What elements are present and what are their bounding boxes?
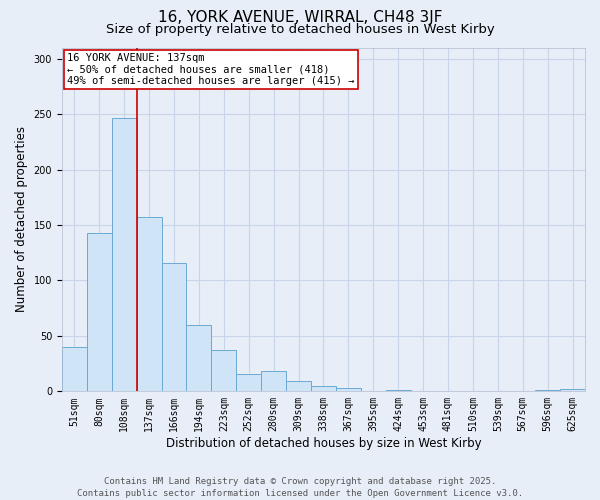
Bar [112,118,137,392]
Text: Size of property relative to detached houses in West Kirby: Size of property relative to detached ho… [106,22,494,36]
Bar [336,388,361,392]
Bar [137,217,161,392]
Bar [560,389,585,392]
Bar [211,350,236,392]
Y-axis label: Number of detached properties: Number of detached properties [15,126,28,312]
Bar [261,372,286,392]
Bar [311,386,336,392]
Bar [62,347,87,392]
Bar [87,232,112,392]
Bar [187,325,211,392]
Bar [386,390,410,392]
Text: 16 YORK AVENUE: 137sqm
← 50% of detached houses are smaller (418)
49% of semi-de: 16 YORK AVENUE: 137sqm ← 50% of detached… [67,52,355,86]
Bar [286,382,311,392]
Bar [161,262,187,392]
X-axis label: Distribution of detached houses by size in West Kirby: Distribution of detached houses by size … [166,437,481,450]
Text: Contains HM Land Registry data © Crown copyright and database right 2025.
Contai: Contains HM Land Registry data © Crown c… [77,476,523,498]
Bar [236,374,261,392]
Bar [535,390,560,392]
Text: 16, YORK AVENUE, WIRRAL, CH48 3JF: 16, YORK AVENUE, WIRRAL, CH48 3JF [158,10,442,25]
